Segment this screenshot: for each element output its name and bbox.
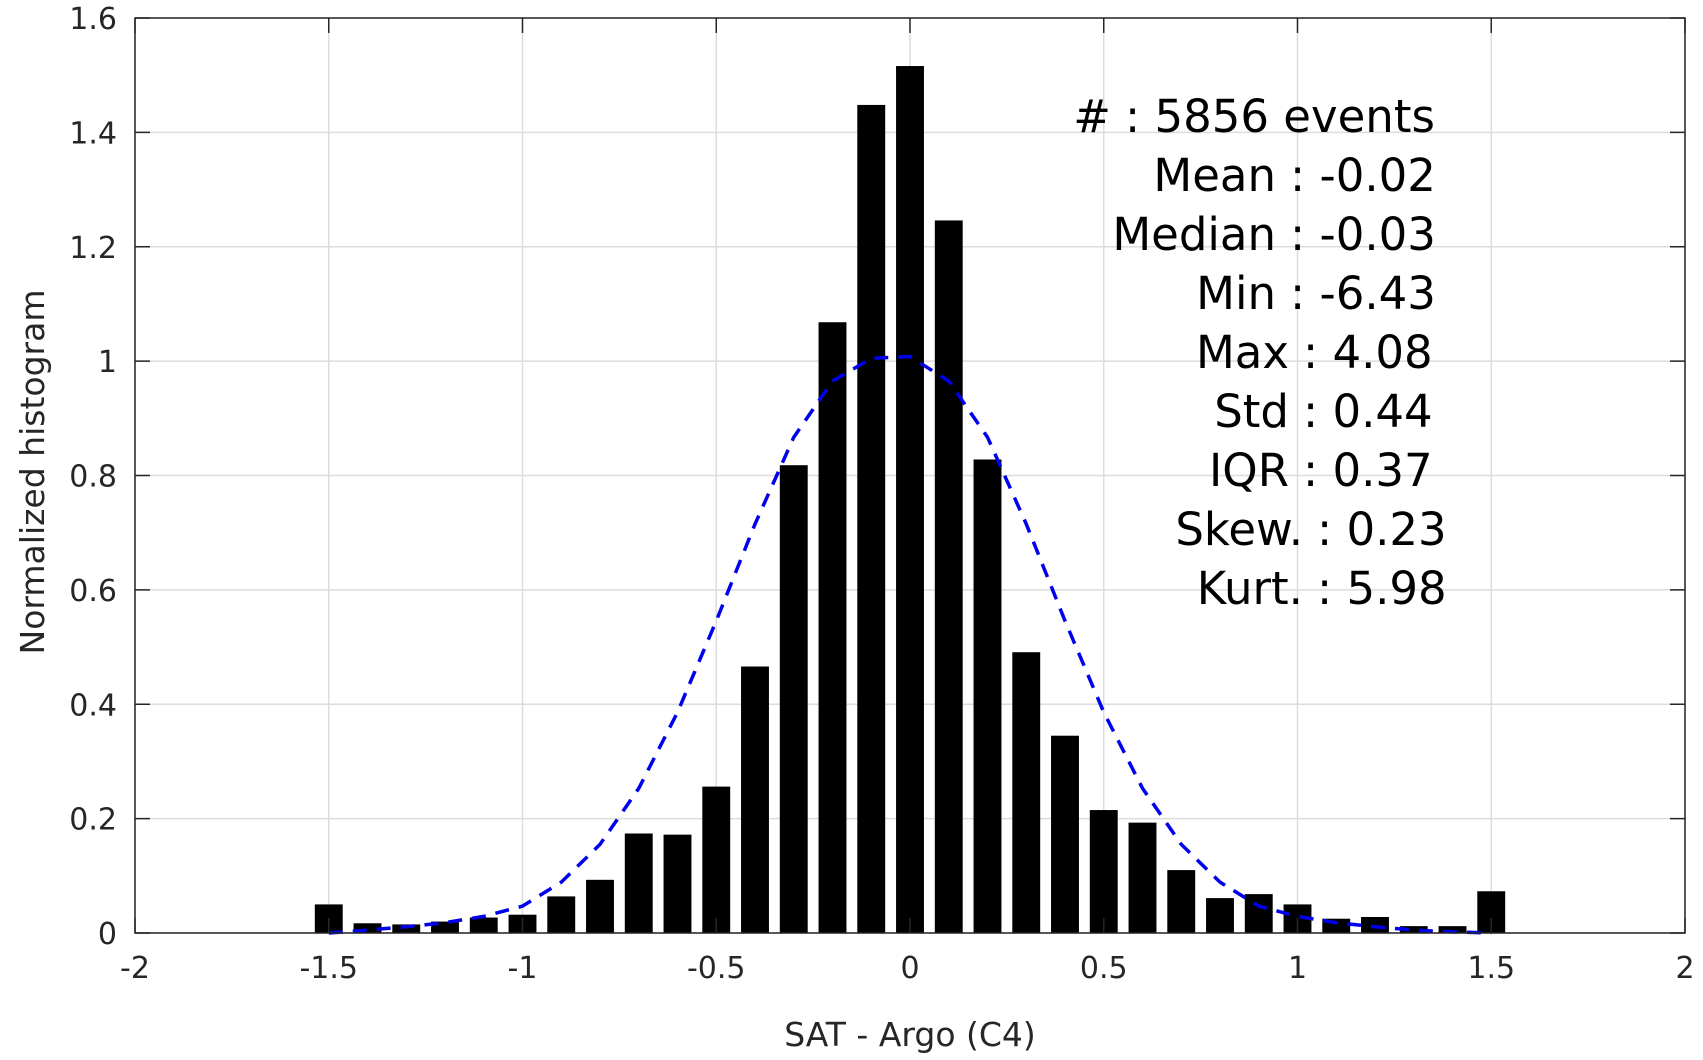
stat-name: IQR xyxy=(1209,444,1289,497)
histogram-bar xyxy=(934,220,963,934)
y-tick-labels: 0 0.2 0.4 0.6 0.8 1 1.2 1.4 1.6 xyxy=(69,2,117,952)
histogram-bar xyxy=(586,879,614,933)
x-tick-label: -1.5 xyxy=(299,951,358,986)
stat-line: IQR : 0.37 xyxy=(1209,444,1433,497)
y-tick-label: 1.6 xyxy=(69,2,117,37)
histogram-bar xyxy=(353,923,382,933)
histogram-bar xyxy=(702,786,731,933)
stat-value: : -6.43 xyxy=(1290,267,1436,320)
y-tick-label: 0 xyxy=(98,917,117,952)
x-tick-label: 0.5 xyxy=(1080,951,1128,986)
stat-line: Min : -6.43 xyxy=(1196,267,1436,320)
stat-value: : 4.08 xyxy=(1303,326,1433,379)
stat-name: Min xyxy=(1196,267,1276,320)
x-tick-label: -0.5 xyxy=(687,951,746,986)
statistics-annotation: # : 5856 events Mean : -0.02 Median : -0.03 Mi… xyxy=(1073,90,1446,615)
y-axis-label: Normalized histogram xyxy=(13,290,52,655)
stat-line: Max : 4.08 xyxy=(1196,326,1433,379)
histogram-bar xyxy=(857,104,886,934)
histogram-bar xyxy=(818,322,847,933)
histogram-bar xyxy=(1244,894,1273,933)
x-tick-label: 1.5 xyxy=(1467,951,1515,986)
histogram-bar xyxy=(779,465,808,933)
histogram-bar xyxy=(547,896,576,933)
normal-fit-curve xyxy=(328,354,1492,935)
stat-value: : 0.37 xyxy=(1303,444,1433,497)
stat-name: Max xyxy=(1196,326,1289,379)
stat-name: Kurt. xyxy=(1197,562,1303,615)
histogram-bar xyxy=(1051,735,1079,933)
stat-line: # : 5856 events xyxy=(1073,90,1435,143)
x-tick-label: 2 xyxy=(1675,951,1694,986)
histogram-bar xyxy=(1167,870,1196,933)
histogram-bar xyxy=(1206,898,1234,933)
stat-line: Kurt. : 5.98 xyxy=(1197,562,1447,615)
stat-line: Std : 0.44 xyxy=(1214,385,1432,438)
stat-name: Median xyxy=(1112,208,1276,261)
histogram-bar xyxy=(1399,926,1428,933)
y-tick-label: 0.8 xyxy=(69,460,117,495)
histogram-bar xyxy=(1089,810,1118,933)
stat-name: Std xyxy=(1214,385,1289,438)
histogram-bar xyxy=(741,666,769,933)
y-tick-label: 0.2 xyxy=(69,803,117,838)
stat-value: : -0.03 xyxy=(1290,208,1436,261)
x-tick-label: -1 xyxy=(508,951,538,986)
histogram-bar xyxy=(624,833,653,933)
x-axis-label: SAT - Argo (C4) xyxy=(784,1015,1036,1054)
y-tick-label: 0.6 xyxy=(69,574,117,609)
y-tick-label: 1.4 xyxy=(69,116,117,151)
y-tick-label: 1 xyxy=(98,345,117,380)
x-tick-label: 1 xyxy=(1288,951,1307,986)
axes-frame xyxy=(134,17,1686,934)
x-tick-labels: -2 -1.5 -1 -0.5 0 0.5 1 1.5 2 xyxy=(120,951,1695,986)
x-tick-label: -2 xyxy=(120,951,150,986)
histogram-bar xyxy=(663,834,692,933)
y-tick-label: 0.4 xyxy=(69,688,117,723)
histogram-bar xyxy=(896,66,924,934)
histogram-bar xyxy=(973,459,1002,933)
histogram-bar xyxy=(1438,926,1467,933)
stat-value: : 0.44 xyxy=(1303,385,1433,438)
y-tick-label: 1.2 xyxy=(69,231,117,266)
stat-name: # xyxy=(1073,90,1111,143)
stat-value: : 0.23 xyxy=(1317,503,1447,556)
stat-line: Skew. : 0.23 xyxy=(1175,503,1446,556)
stat-line: Median : -0.03 xyxy=(1112,208,1436,261)
stat-value: : 5856 events xyxy=(1125,90,1435,143)
stat-line: Mean : -0.02 xyxy=(1153,149,1436,202)
histogram-bars xyxy=(314,66,1506,934)
stat-name: Mean xyxy=(1153,149,1276,202)
stat-value: : -0.02 xyxy=(1290,149,1436,202)
normal-fit-line xyxy=(328,354,1492,935)
histogram-bar xyxy=(392,924,421,933)
histogram-bar xyxy=(1128,822,1157,933)
stat-name: Skew. xyxy=(1175,503,1303,556)
stat-value: : 5.98 xyxy=(1317,562,1447,615)
x-tick-label: 0 xyxy=(900,951,919,986)
histogram-bar xyxy=(431,921,459,933)
histogram-bar xyxy=(1012,652,1041,933)
histogram-bar xyxy=(469,917,498,933)
